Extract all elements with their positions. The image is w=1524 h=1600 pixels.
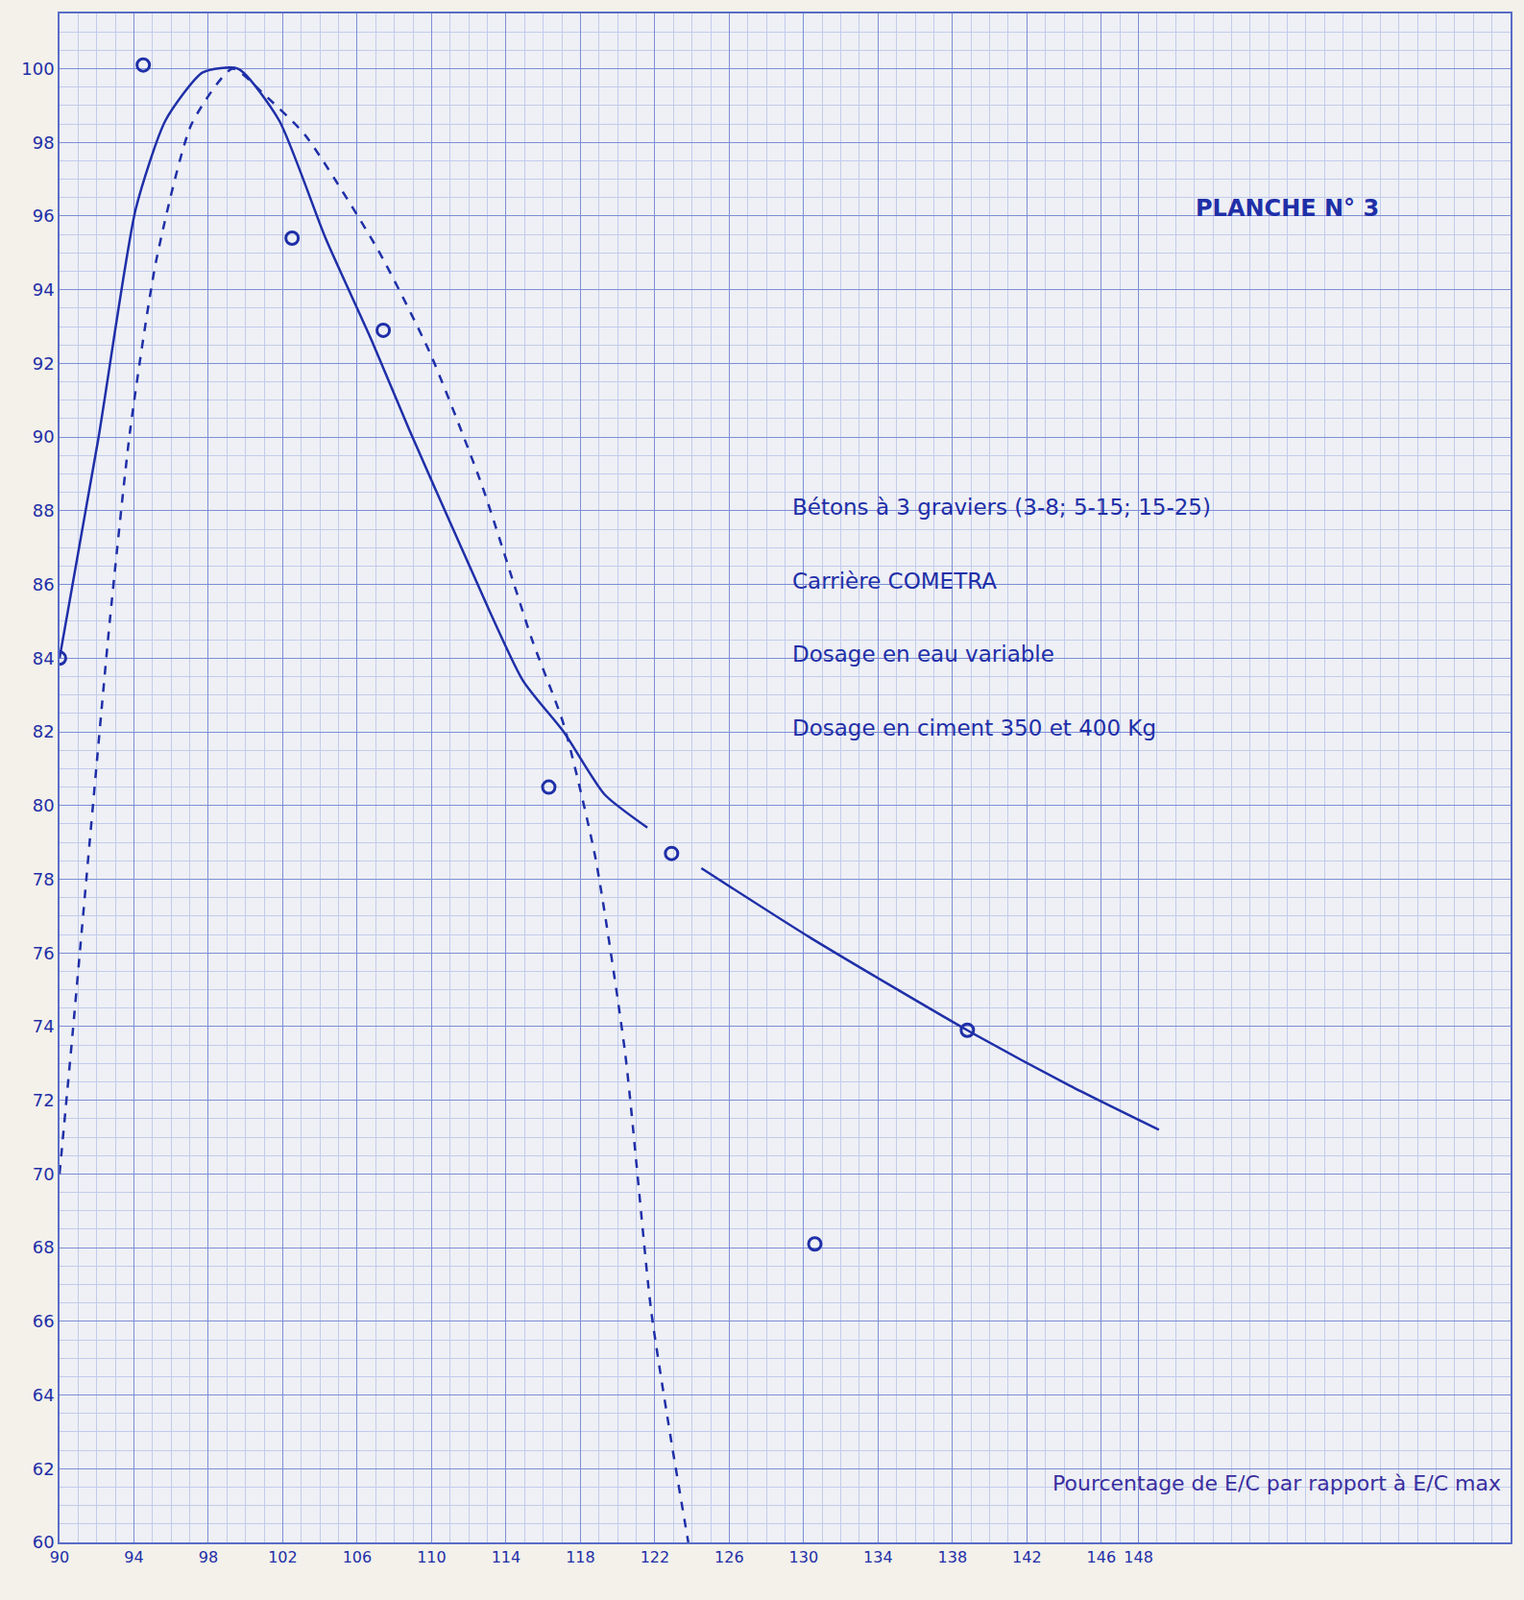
svg-text:134: 134 [863, 1548, 894, 1567]
svg-text:148: 148 [1123, 1548, 1154, 1567]
svg-text:80: 80 [32, 795, 55, 816]
svg-text:118: 118 [565, 1548, 596, 1567]
svg-text:76: 76 [32, 943, 55, 964]
svg-text:106: 106 [342, 1548, 373, 1567]
svg-text:138: 138 [938, 1548, 968, 1567]
svg-text:82: 82 [32, 721, 55, 742]
svg-text:78: 78 [32, 869, 55, 890]
svg-text:122: 122 [640, 1548, 671, 1567]
svg-text:86: 86 [32, 574, 55, 595]
svg-text:94: 94 [32, 279, 55, 300]
svg-text:Carrière COMETRA: Carrière COMETRA [792, 568, 997, 594]
svg-text:102: 102 [267, 1548, 298, 1567]
svg-text:Bétons à 3 graviers (3-8; 5-15: Bétons à 3 graviers (3-8; 5-15; 15-25) [792, 494, 1211, 520]
svg-text:142: 142 [1012, 1548, 1042, 1567]
svg-text:Dosage en ciment 350 et 400 Kg: Dosage en ciment 350 et 400 Kg [792, 715, 1157, 741]
svg-text:Pourcentage de E/C par rapport: Pourcentage de E/C par rapport à E/C max [1052, 1471, 1501, 1496]
svg-text:74: 74 [32, 1016, 55, 1037]
svg-text:90: 90 [49, 1548, 70, 1567]
svg-text:92: 92 [32, 353, 55, 374]
svg-text:110: 110 [416, 1548, 447, 1567]
svg-text:72: 72 [32, 1089, 55, 1111]
svg-text:88: 88 [32, 500, 55, 521]
svg-text:62: 62 [32, 1458, 55, 1479]
svg-text:Dosage en eau variable: Dosage en eau variable [792, 641, 1055, 667]
svg-text:PLANCHE N° 3: PLANCHE N° 3 [1195, 194, 1379, 222]
svg-text:146: 146 [1087, 1548, 1117, 1567]
svg-text:98: 98 [32, 132, 55, 153]
svg-text:90: 90 [32, 426, 55, 447]
svg-text:96: 96 [32, 205, 55, 226]
svg-text:66: 66 [32, 1310, 55, 1331]
svg-text:114: 114 [491, 1548, 522, 1567]
svg-text:68: 68 [32, 1236, 55, 1258]
svg-text:60: 60 [32, 1531, 55, 1552]
svg-text:94: 94 [123, 1548, 144, 1567]
svg-text:98: 98 [198, 1548, 218, 1567]
svg-text:64: 64 [32, 1384, 55, 1405]
svg-text:130: 130 [789, 1548, 820, 1567]
svg-text:126: 126 [714, 1548, 745, 1567]
svg-text:84: 84 [32, 648, 55, 669]
svg-text:70: 70 [32, 1163, 55, 1185]
svg-text:100: 100 [21, 58, 54, 79]
